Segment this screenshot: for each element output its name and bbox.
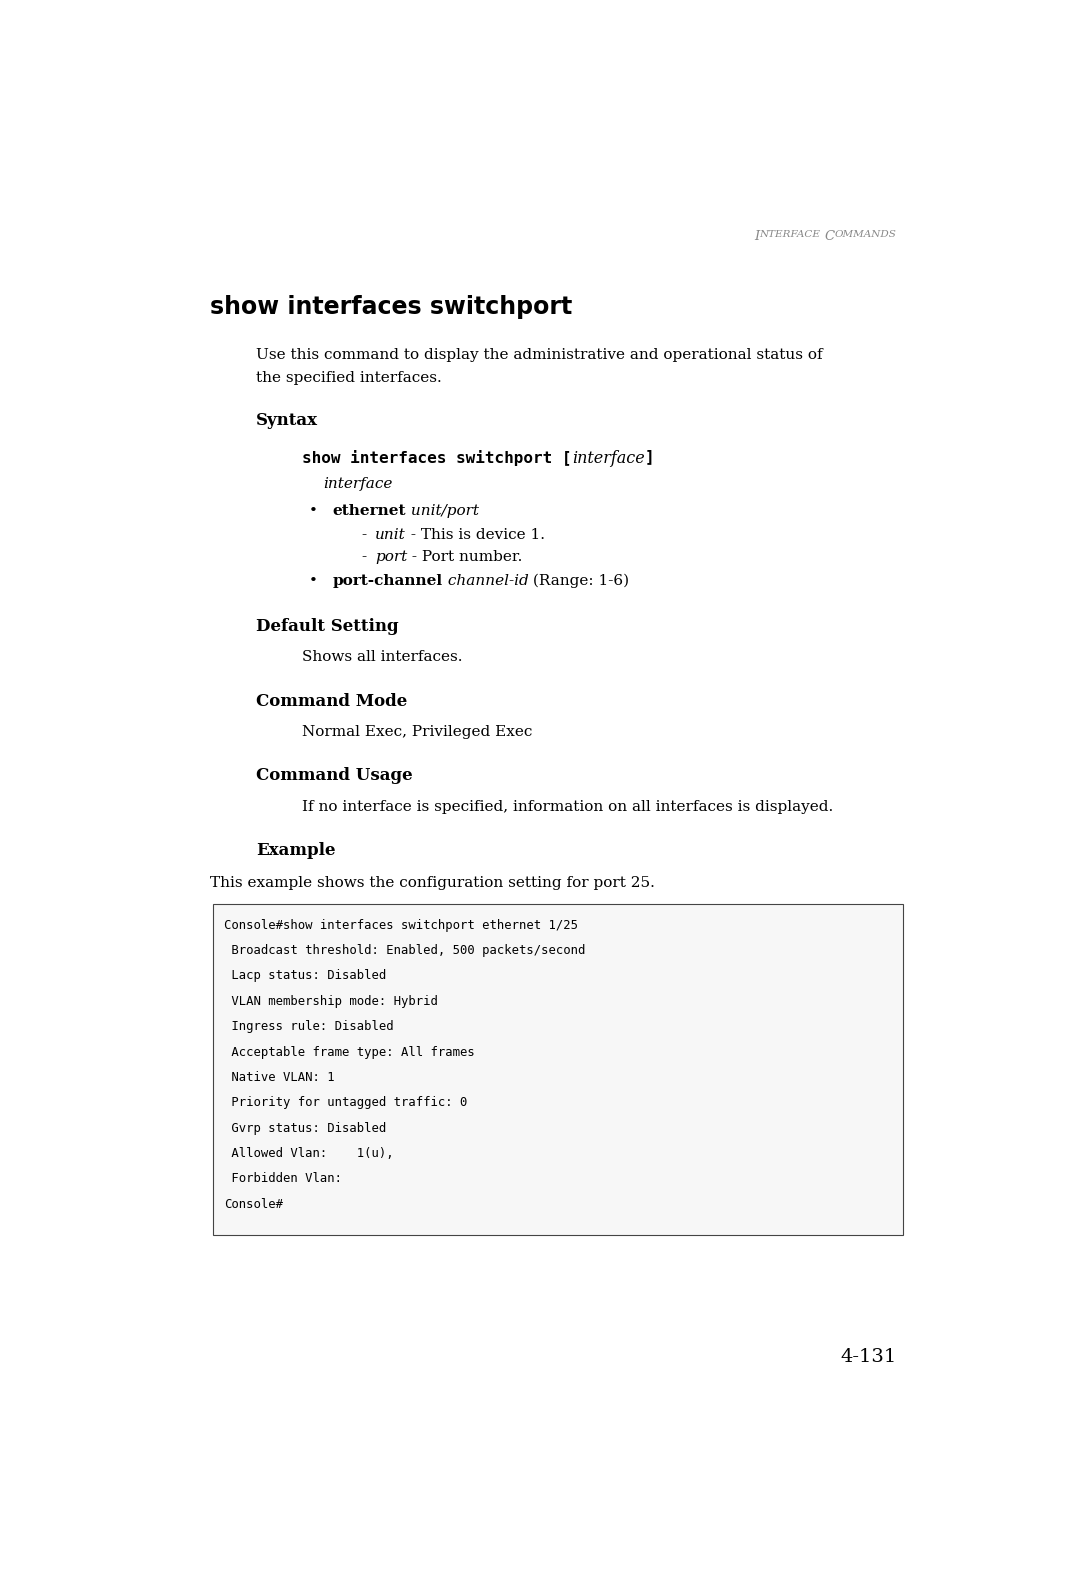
Text: Command Mode: Command Mode bbox=[256, 692, 407, 710]
Text: Allowed Vlan:    1(u),: Allowed Vlan: 1(u), bbox=[224, 1148, 393, 1160]
Text: channel-id: channel-id bbox=[443, 575, 528, 589]
Text: Default Setting: Default Setting bbox=[256, 617, 399, 634]
Text: Lacp status: Disabled: Lacp status: Disabled bbox=[224, 969, 386, 983]
Text: 4-131: 4-131 bbox=[840, 1349, 896, 1366]
Text: interface: interface bbox=[323, 477, 393, 491]
Text: ]: ] bbox=[645, 449, 654, 465]
Text: Syntax: Syntax bbox=[256, 411, 319, 429]
Text: port: port bbox=[375, 550, 407, 564]
Text: show interfaces switchport [: show interfaces switchport [ bbox=[302, 449, 572, 466]
Text: I: I bbox=[754, 229, 759, 242]
Text: - This is device 1.: - This is device 1. bbox=[406, 528, 545, 542]
Text: •: • bbox=[309, 504, 318, 518]
Text: unit/port: unit/port bbox=[406, 504, 480, 518]
FancyBboxPatch shape bbox=[213, 904, 903, 1236]
Text: Console#: Console# bbox=[224, 1198, 283, 1210]
Text: VLAN membership mode: Hybrid: VLAN membership mode: Hybrid bbox=[224, 995, 437, 1008]
Text: -: - bbox=[361, 528, 366, 542]
Text: Native VLAN: 1: Native VLAN: 1 bbox=[224, 1071, 335, 1083]
Text: (Range: 1-6): (Range: 1-6) bbox=[528, 575, 630, 589]
Text: Normal Exec, Privileged Exec: Normal Exec, Privileged Exec bbox=[302, 725, 532, 739]
Text: Command Usage: Command Usage bbox=[256, 768, 413, 785]
Text: This example shows the configuration setting for port 25.: This example shows the configuration set… bbox=[211, 876, 656, 890]
Text: ethernet: ethernet bbox=[333, 504, 406, 518]
Text: Ingress rule: Disabled: Ingress rule: Disabled bbox=[224, 1020, 393, 1033]
Text: show interfaces switchport: show interfaces switchport bbox=[211, 295, 572, 319]
Text: the specified interfaces.: the specified interfaces. bbox=[256, 371, 442, 385]
Text: Example: Example bbox=[256, 843, 336, 859]
Text: •: • bbox=[309, 575, 318, 589]
Text: - Port number.: - Port number. bbox=[407, 550, 523, 564]
Text: unit: unit bbox=[375, 528, 406, 542]
Text: Priority for untagged traffic: 0: Priority for untagged traffic: 0 bbox=[224, 1096, 467, 1110]
Text: Console#show interfaces switchport ethernet 1/25: Console#show interfaces switchport ether… bbox=[224, 918, 578, 931]
Text: port-channel: port-channel bbox=[333, 575, 443, 589]
Text: Shows all interfaces.: Shows all interfaces. bbox=[302, 650, 463, 664]
Text: interface: interface bbox=[572, 449, 645, 466]
Text: If no interface is specified, information on all interfaces is displayed.: If no interface is specified, informatio… bbox=[302, 801, 834, 815]
Text: -: - bbox=[361, 550, 366, 564]
Text: Broadcast threshold: Enabled, 500 packets/second: Broadcast threshold: Enabled, 500 packet… bbox=[224, 944, 585, 958]
Text: OMMANDS: OMMANDS bbox=[835, 229, 896, 239]
Text: Use this command to display the administrative and operational status of: Use this command to display the administ… bbox=[256, 349, 823, 363]
Text: C: C bbox=[825, 229, 835, 242]
Text: Acceptable frame type: All frames: Acceptable frame type: All frames bbox=[224, 1046, 474, 1058]
Text: Gvrp status: Disabled: Gvrp status: Disabled bbox=[224, 1121, 386, 1135]
Text: Forbidden Vlan:: Forbidden Vlan: bbox=[224, 1173, 341, 1185]
Text: NTERFACE: NTERFACE bbox=[759, 229, 821, 239]
